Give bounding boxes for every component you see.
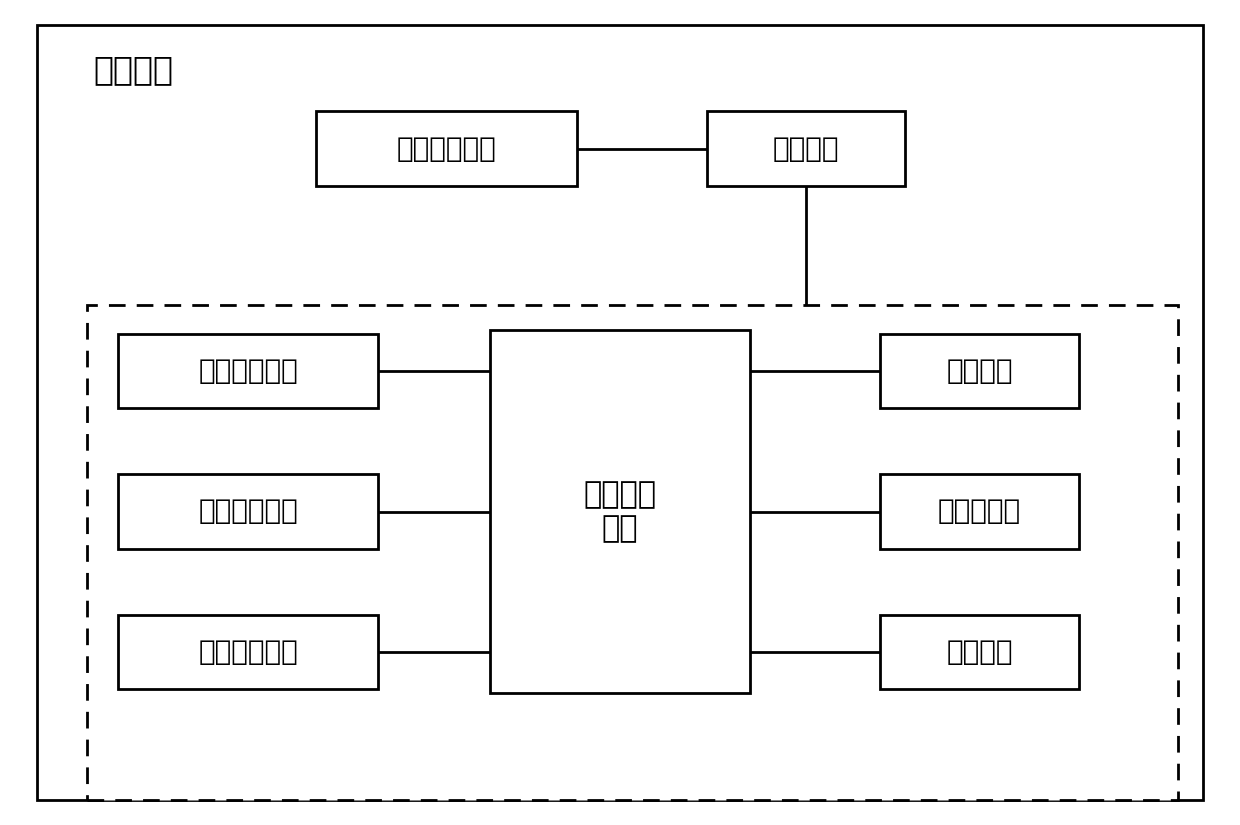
- Bar: [880, 474, 1079, 549]
- Text: 主机通信模块: 主机通信模块: [198, 357, 298, 385]
- Bar: [880, 334, 1079, 408]
- Text: 编程下载模块: 编程下载模块: [198, 497, 298, 526]
- Text: 指示灯模块: 指示灯模块: [937, 497, 1022, 526]
- Bar: [490, 330, 750, 693]
- Text: 主机时间模块: 主机时间模块: [198, 638, 298, 666]
- Bar: [316, 111, 577, 186]
- Text: 稳压模块: 稳压模块: [773, 134, 839, 163]
- Bar: [87, 305, 1178, 800]
- Text: 显示模块: 显示模块: [946, 357, 1013, 385]
- Bar: [880, 615, 1079, 689]
- Text: 称重主机: 称重主机: [93, 54, 174, 87]
- Bar: [118, 615, 378, 689]
- Text: 电源接口模块: 电源接口模块: [397, 134, 496, 163]
- Bar: [118, 474, 378, 549]
- Bar: [707, 111, 905, 186]
- Text: 主机控制
模块: 主机控制 模块: [584, 480, 656, 543]
- Bar: [118, 334, 378, 408]
- Text: 按键模块: 按键模块: [946, 638, 1013, 666]
